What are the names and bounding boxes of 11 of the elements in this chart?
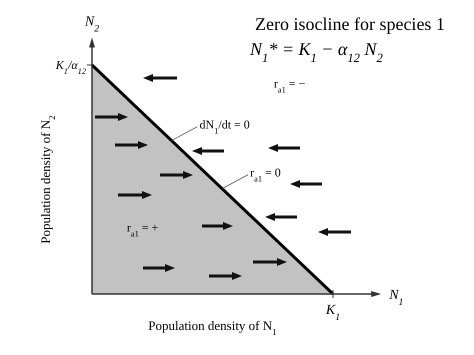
annotation: K$_{1}$/α$_{12}$ — [54, 58, 86, 76]
x-axis-title: Population density of N$_{1}$ — [148, 318, 277, 337]
annotation: N$_{1}$ — [388, 288, 404, 308]
annotation: r$_{a1}$ = + — [126, 220, 159, 238]
annotation: r$_{a1}$ = 0 — [250, 166, 281, 184]
chart-title: Zero isocline for species 1 — [255, 14, 445, 34]
chart-subtitle: N$_{1}$* = K$_{1}$ − α$_{12}$ N$_{2}$ — [249, 39, 384, 65]
text: K$_{1}$ — [324, 303, 340, 322]
annotation: dN$_{1}$/dt = 0 — [200, 118, 250, 136]
text: N$_{2}$ — [84, 14, 100, 34]
annotation: r$_{a1}$ = − — [274, 76, 306, 94]
